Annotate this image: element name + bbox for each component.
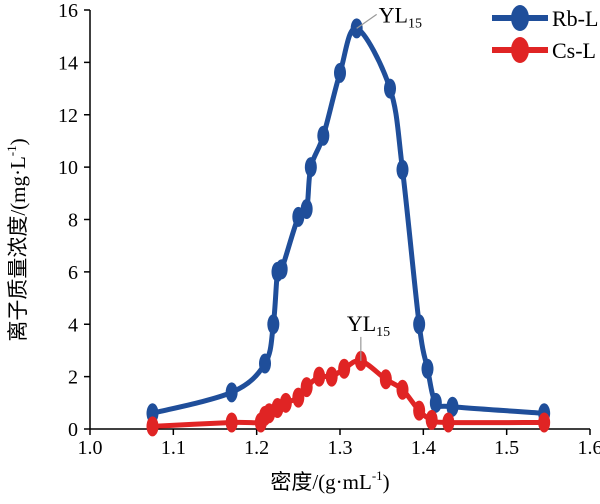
data-point xyxy=(397,160,409,180)
data-point xyxy=(267,314,279,334)
data-point xyxy=(422,359,434,379)
legend-label: Cs-L xyxy=(552,38,596,63)
legend-item-rb-l: Rb-L xyxy=(492,5,598,31)
data-point xyxy=(413,314,425,334)
x-tick-label: 1.3 xyxy=(328,437,353,459)
data-point xyxy=(226,382,238,402)
x-tick-label: 1.1 xyxy=(161,437,186,459)
data-point xyxy=(326,367,338,387)
data-point xyxy=(334,63,346,83)
data-point xyxy=(430,393,442,413)
annotation-label: YL15 xyxy=(379,2,422,31)
data-point xyxy=(397,380,409,400)
y-tick-label: 6 xyxy=(68,262,78,284)
series-line xyxy=(153,28,545,413)
data-point xyxy=(226,412,238,432)
legend-item-cs-l: Cs-L xyxy=(492,37,596,63)
x-tick-label: 1.2 xyxy=(244,437,269,459)
data-point xyxy=(301,377,313,397)
annotation-layer: YL15 YL15 xyxy=(347,2,422,361)
data-point xyxy=(384,79,396,99)
legend-swatch-marker xyxy=(511,5,529,31)
y-tick-label: 0 xyxy=(68,419,78,441)
x-tick-label: 1.5 xyxy=(494,437,519,459)
data-point xyxy=(413,401,425,421)
data-point xyxy=(426,410,438,430)
y-tick-label: 4 xyxy=(68,314,78,336)
y-tick-label: 16 xyxy=(58,0,78,22)
data-point xyxy=(317,126,329,146)
data-point xyxy=(259,354,271,374)
data-point xyxy=(380,369,392,389)
series-cs-l xyxy=(147,351,551,436)
series-layer xyxy=(147,18,551,436)
y-tick-label: 8 xyxy=(68,210,78,232)
data-point xyxy=(280,393,292,413)
legend-label: Rb-L xyxy=(552,6,598,31)
legend-swatch-marker xyxy=(511,37,529,63)
data-point xyxy=(442,412,454,432)
x-axis-title: 密度/(g·mL-1) xyxy=(270,468,389,494)
x-tick-label: 1.6 xyxy=(578,437,600,459)
legend: Rb-L Cs-L xyxy=(492,5,598,63)
data-point xyxy=(338,359,350,379)
data-point xyxy=(313,367,325,387)
annotation-label: YL15 xyxy=(347,311,390,340)
data-point xyxy=(147,416,159,436)
data-point xyxy=(538,412,550,432)
data-point xyxy=(301,199,313,219)
y-tick-label: 14 xyxy=(58,52,78,74)
x-tick-label: 1.4 xyxy=(411,437,436,459)
y-tick-label: 10 xyxy=(58,157,78,179)
y-tick-label: 12 xyxy=(58,105,78,127)
x-tick-label: 1.0 xyxy=(78,437,103,459)
y-tick-label: 2 xyxy=(68,367,78,389)
y-axis-title: 离子质量浓度/(mg·L-1) xyxy=(4,138,30,341)
data-point xyxy=(305,157,317,177)
axes: 1.0 1.1 1.2 1.3 1.4 1.5 1.6 0 2 4 6 8 10 12 14 16 xyxy=(58,0,600,459)
data-point xyxy=(276,259,288,279)
